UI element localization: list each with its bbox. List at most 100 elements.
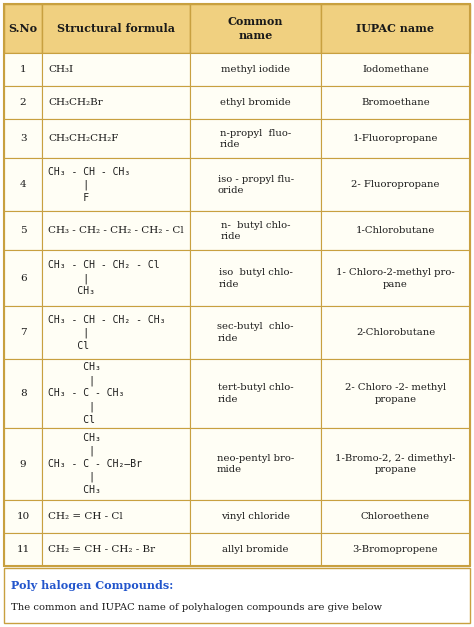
Bar (4, 211, 42, 251)
Text: n-propyl  fluo-
ride: n-propyl fluo- ride (220, 129, 291, 149)
Bar (191, 211, 321, 251)
Bar (191, 119, 321, 159)
Text: 3-Bromopropene: 3-Bromopropene (353, 545, 438, 554)
Bar (191, 53, 321, 86)
Bar (4, 428, 42, 500)
Text: CH₃ - CH - CH₂ - CH₃
      |
     Cl: CH₃ - CH - CH₂ - CH₃ | Cl (48, 315, 166, 350)
Bar (321, 159, 470, 211)
Text: allyl bromide: allyl bromide (222, 545, 289, 554)
Bar (321, 533, 470, 566)
Bar (321, 251, 470, 307)
Text: 2-Chlorobutane: 2-Chlorobutane (356, 328, 435, 337)
Text: vinyl chloride: vinyl chloride (221, 512, 290, 521)
Bar (42, 159, 191, 211)
Bar (4, 568, 470, 623)
Bar (42, 53, 191, 86)
Text: 10: 10 (17, 512, 30, 521)
Bar (42, 500, 191, 533)
Bar (4, 4, 470, 566)
Text: neo-pentyl bro-
mide: neo-pentyl bro- mide (217, 454, 294, 475)
Bar (321, 86, 470, 119)
Text: 1-Bromo-2, 2- dimethyl-
propane: 1-Bromo-2, 2- dimethyl- propane (335, 454, 456, 475)
Text: The common and IUPAC name of polyhalogen compounds are give below: The common and IUPAC name of polyhalogen… (11, 603, 382, 612)
Text: CH₃ - CH - CH₂ - Cl
      |
     CH₃: CH₃ - CH - CH₂ - Cl | CH₃ (48, 260, 160, 297)
Bar (321, 211, 470, 251)
Text: 2- Chloro -2- methyl
propane: 2- Chloro -2- methyl propane (345, 383, 446, 404)
Bar (42, 533, 191, 566)
Text: CH₂ = CH - CH₂ - Br: CH₂ = CH - CH₂ - Br (48, 545, 155, 554)
Bar (321, 119, 470, 159)
Bar (191, 533, 321, 566)
Text: 1- Chloro-2-methyl pro-
pane: 1- Chloro-2-methyl pro- pane (336, 268, 455, 288)
Text: ethyl bromide: ethyl bromide (220, 98, 291, 107)
Text: CH₃
       |
CH₃ - C - CH₃
       |
      Cl: CH₃ | CH₃ - C - CH₃ | Cl (48, 362, 125, 424)
Text: n-  butyl chlo-
ride: n- butyl chlo- ride (221, 221, 291, 241)
Bar (321, 428, 470, 500)
Text: CH₃CH₂CH₂F: CH₃CH₂CH₂F (48, 134, 119, 143)
Text: iso  butyl chlo-
ride: iso butyl chlo- ride (219, 268, 292, 288)
Text: CH₃
       |
CH₃ - C - CH₂–Br
       |
      CH₃: CH₃ | CH₃ - C - CH₂–Br | CH₃ (48, 433, 142, 495)
Text: Iodomethane: Iodomethane (362, 65, 429, 74)
Text: Common
name: Common name (228, 16, 283, 41)
Bar (191, 428, 321, 500)
Text: 6: 6 (20, 274, 27, 283)
Text: CH₃CH₂Br: CH₃CH₂Br (48, 98, 103, 107)
Text: 4: 4 (20, 180, 27, 189)
Bar (191, 4, 321, 53)
Bar (4, 159, 42, 211)
Text: 5: 5 (20, 226, 27, 235)
Bar (4, 119, 42, 159)
Bar (4, 307, 42, 359)
Bar (42, 119, 191, 159)
Bar (191, 359, 321, 428)
Text: tert-butyl chlo-
ride: tert-butyl chlo- ride (218, 383, 293, 404)
Bar (191, 86, 321, 119)
Bar (321, 4, 470, 53)
Text: 2- Fluoropropane: 2- Fluoropropane (351, 180, 440, 189)
Text: 1-Fluoropropane: 1-Fluoropropane (353, 134, 438, 143)
Text: 2: 2 (20, 98, 27, 107)
Bar (42, 4, 191, 53)
Bar (4, 359, 42, 428)
Bar (4, 4, 42, 53)
Text: methyl iodide: methyl iodide (221, 65, 290, 74)
Bar (42, 211, 191, 251)
Bar (191, 251, 321, 307)
Text: 1: 1 (20, 65, 27, 74)
Text: S.No: S.No (9, 23, 37, 34)
Text: 9: 9 (20, 460, 27, 468)
Bar (191, 307, 321, 359)
Text: Structural formula: Structural formula (57, 23, 175, 34)
Bar (4, 251, 42, 307)
Text: CH₃ - CH₂ - CH₂ - CH₂ - Cl: CH₃ - CH₂ - CH₂ - CH₂ - Cl (48, 226, 184, 235)
Text: 3: 3 (20, 134, 27, 143)
Bar (4, 500, 42, 533)
Bar (42, 428, 191, 500)
Text: sec-butyl  chlo-
ride: sec-butyl chlo- ride (218, 322, 294, 343)
Text: 7: 7 (20, 328, 27, 337)
Bar (42, 359, 191, 428)
Bar (321, 500, 470, 533)
Bar (191, 500, 321, 533)
Bar (4, 86, 42, 119)
Bar (4, 533, 42, 566)
Bar (42, 86, 191, 119)
Text: 8: 8 (20, 389, 27, 398)
Bar (4, 53, 42, 86)
Bar (321, 359, 470, 428)
Text: CH₃ - CH - CH₃
      |
      F: CH₃ - CH - CH₃ | F (48, 167, 130, 203)
Text: Chloroethene: Chloroethene (361, 512, 430, 521)
Text: IUPAC name: IUPAC name (356, 23, 435, 34)
Text: Poly halogen Compounds:: Poly halogen Compounds: (11, 580, 173, 591)
Text: Bromoethane: Bromoethane (361, 98, 430, 107)
Bar (42, 251, 191, 307)
Bar (321, 307, 470, 359)
Text: CH₂ = CH - Cl: CH₂ = CH - Cl (48, 512, 123, 521)
Text: CH₃I: CH₃I (48, 65, 73, 74)
Bar (42, 307, 191, 359)
Text: 1-Chlorobutane: 1-Chlorobutane (356, 226, 435, 235)
Text: iso - propyl flu-
oride: iso - propyl flu- oride (218, 174, 294, 195)
Bar (321, 53, 470, 86)
Text: 11: 11 (17, 545, 30, 554)
Bar (191, 159, 321, 211)
